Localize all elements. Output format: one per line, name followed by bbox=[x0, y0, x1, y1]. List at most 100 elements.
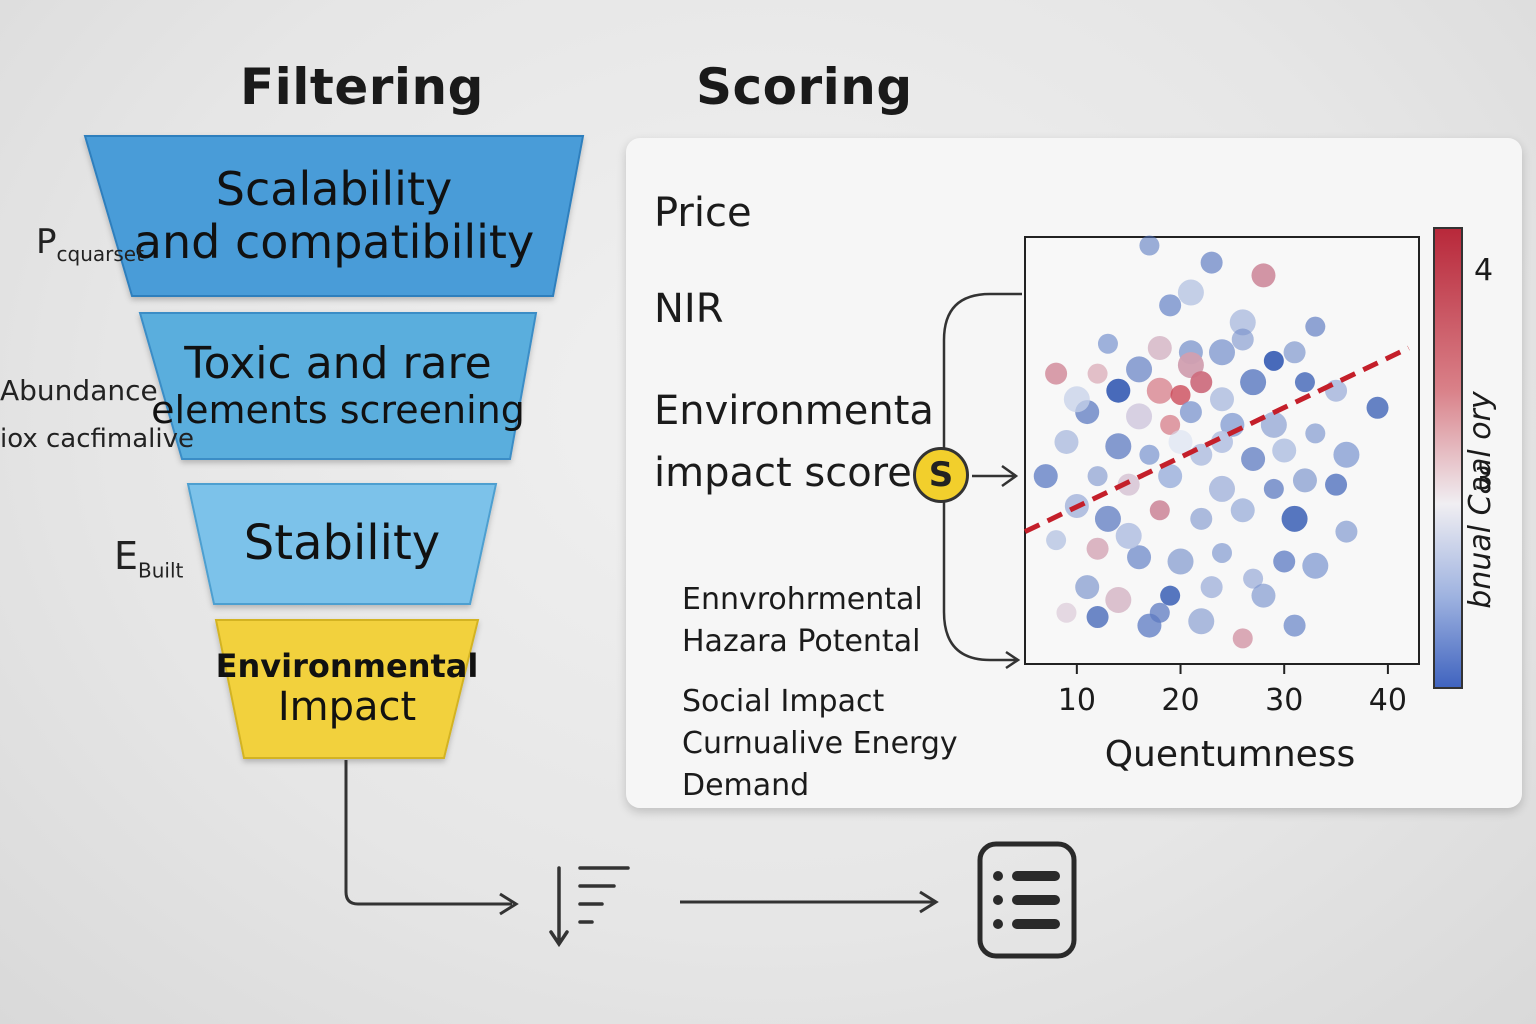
side-label-p: Pcquarset bbox=[36, 222, 144, 266]
scatter-point bbox=[1292, 468, 1317, 493]
scatter-point bbox=[1283, 614, 1306, 637]
scatter-point bbox=[1054, 429, 1079, 454]
x-axis-label: Quentumness bbox=[1105, 734, 1356, 775]
list-icon bbox=[977, 841, 1077, 959]
funnel-stage-stability: Stability bbox=[188, 484, 496, 604]
scoring-heading: Scoring bbox=[696, 58, 913, 116]
scatter-point bbox=[1063, 386, 1090, 413]
scatter-point bbox=[1170, 384, 1191, 405]
scatter-point bbox=[1273, 550, 1296, 573]
scatter-point bbox=[1147, 336, 1172, 361]
scatter-point bbox=[1230, 498, 1255, 523]
scatter-point bbox=[1305, 423, 1326, 444]
side-label-abundance: Abundance bbox=[0, 374, 158, 407]
scatter-point bbox=[1200, 251, 1223, 274]
criterion-ced-line-1: Curnualive Energy bbox=[682, 726, 958, 761]
scatter-points bbox=[1033, 235, 1389, 649]
scatter-point bbox=[1168, 429, 1193, 454]
scatter-point bbox=[1209, 475, 1235, 502]
trend-line bbox=[1023, 345, 1410, 534]
x-tick-label: 40 bbox=[1369, 683, 1407, 718]
side-label-p-main: P bbox=[36, 222, 57, 262]
funnel-stage-4-shape bbox=[214, 619, 480, 759]
side-label-e: EBuilt bbox=[114, 534, 183, 583]
stage-1-line-2: and compatibility bbox=[133, 215, 535, 269]
criterion-ced-line-2: Demand bbox=[682, 768, 810, 803]
scatter-point bbox=[1105, 433, 1132, 460]
flow-line-funnel-to-sort bbox=[344, 760, 519, 916]
stage-4-line-2: Impact bbox=[277, 684, 417, 731]
scatter-point bbox=[1160, 414, 1181, 435]
criterion-nir: NIR bbox=[654, 286, 724, 332]
scatter-point bbox=[1149, 602, 1170, 623]
scatter-point bbox=[1241, 447, 1266, 472]
side-label-e-main: E bbox=[114, 534, 139, 578]
funnel-stage-environmental-impact: Environmental Impact bbox=[215, 620, 479, 758]
colorbar-ticks: 34 bbox=[1474, 253, 1493, 497]
scatter-point bbox=[1159, 294, 1182, 317]
scatter-point bbox=[1105, 586, 1132, 613]
stage-2-line-2: elements screening bbox=[151, 388, 525, 433]
colorbar bbox=[1433, 227, 1463, 689]
scatter-point bbox=[1190, 507, 1213, 530]
scatter-point bbox=[1177, 352, 1204, 379]
scatter-point bbox=[1160, 585, 1181, 606]
funnel-stage-3-shape bbox=[186, 483, 498, 605]
scatter-point bbox=[1075, 575, 1100, 600]
scatter-point bbox=[1190, 443, 1213, 466]
criterion-env-score-line-2: impact score bbox=[654, 450, 912, 496]
filtering-funnel bbox=[83, 135, 585, 759]
scatter-point bbox=[1263, 478, 1284, 499]
stage-4-line-1: Environmental bbox=[215, 646, 479, 685]
scatter-point bbox=[1126, 356, 1153, 383]
scatter-point bbox=[1212, 542, 1232, 563]
side-label-e-sub: Built bbox=[138, 558, 184, 583]
funnel-stage-1-shape bbox=[83, 135, 585, 297]
colorbar-tick-label: 3 bbox=[1474, 462, 1493, 497]
scatter-point bbox=[1046, 530, 1067, 551]
scatter-point bbox=[1086, 537, 1109, 560]
scatter-point bbox=[1056, 602, 1077, 623]
scatter-point bbox=[1097, 333, 1118, 354]
scatter-point bbox=[1283, 341, 1306, 364]
scatter-point bbox=[1263, 350, 1284, 371]
criterion-hazard-line-2: Hazara Potental bbox=[682, 624, 921, 659]
scatter-point bbox=[1115, 522, 1142, 549]
stage-2-line-1: Toxic and rare bbox=[184, 337, 492, 389]
scatter-point bbox=[1211, 430, 1233, 453]
scatter-point bbox=[1087, 363, 1108, 384]
colorbar-tick-label: 4 bbox=[1474, 253, 1493, 288]
scatter-point bbox=[1272, 438, 1297, 463]
criterion-social-impact: Social Impact bbox=[682, 684, 885, 719]
scatter-point bbox=[1240, 369, 1267, 396]
scatter-point bbox=[1333, 441, 1360, 468]
filtering-heading: Filtering bbox=[240, 58, 484, 116]
scatter-point bbox=[1229, 309, 1256, 336]
scatter-point bbox=[1302, 552, 1329, 579]
scatter-point bbox=[1086, 606, 1109, 629]
stage-1-line-1: Scalability bbox=[215, 162, 453, 217]
scatter-point bbox=[1232, 628, 1253, 649]
scatter-point bbox=[1190, 371, 1213, 394]
scatter-point bbox=[1305, 316, 1326, 337]
scatter-point bbox=[1251, 583, 1276, 608]
criterion-hazard-line-1: Ennvrohrmental bbox=[682, 582, 923, 617]
scatter-point bbox=[1188, 608, 1215, 635]
scatter-point bbox=[1294, 372, 1315, 393]
x-tick-label: 20 bbox=[1161, 683, 1199, 718]
x-tick-label: 10 bbox=[1058, 683, 1096, 718]
scatter-point bbox=[1146, 377, 1173, 404]
score-arrow bbox=[972, 464, 1019, 488]
sort-descending-icon bbox=[549, 866, 630, 948]
scatter-point bbox=[1139, 444, 1160, 465]
scatter-point bbox=[1231, 328, 1254, 351]
criterion-price: Price bbox=[654, 190, 752, 236]
scatter-point bbox=[1126, 403, 1153, 430]
scatter-point bbox=[1158, 464, 1183, 489]
colorbar-label: bnual Caal ory bbox=[1463, 390, 1498, 609]
side-label-p-sub: cquarset bbox=[56, 241, 144, 266]
funnel-stage-2-shape bbox=[138, 312, 538, 460]
scatter-point bbox=[1325, 379, 1348, 402]
scatter-point bbox=[1106, 378, 1131, 403]
